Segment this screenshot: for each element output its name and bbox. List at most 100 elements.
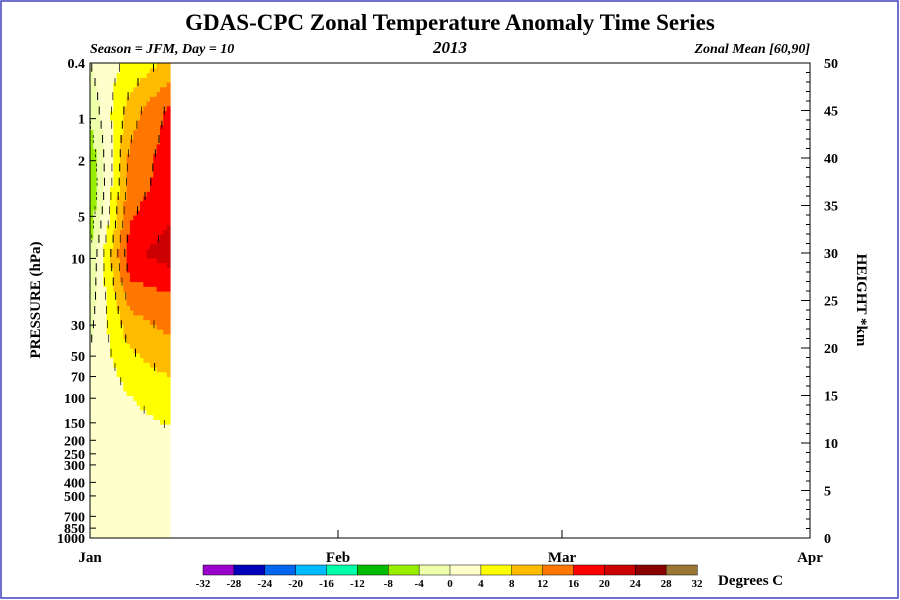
field-cell <box>143 96 148 102</box>
field-cell <box>103 101 108 107</box>
field-cell <box>116 500 121 506</box>
field-cell <box>136 153 141 159</box>
field-cell <box>96 205 101 211</box>
field-cell <box>100 528 104 534</box>
field-cell <box>160 191 164 197</box>
field-cell <box>146 243 151 249</box>
field-cell <box>163 191 168 197</box>
field-cell <box>113 495 118 501</box>
chart-title: GDAS-CPC Zonal Temperature Anomaly Time … <box>185 10 715 35</box>
field-cell <box>156 286 161 292</box>
field-cell <box>146 229 151 235</box>
field-cell <box>140 153 144 159</box>
field-cell <box>116 67 121 74</box>
field-cell <box>146 419 151 425</box>
field-cell <box>96 86 101 93</box>
field-cell <box>133 172 138 178</box>
field-cell <box>110 248 114 254</box>
field-cell <box>110 329 114 335</box>
field-cell <box>113 504 118 511</box>
field-cell <box>150 186 154 192</box>
field-cell <box>133 310 138 316</box>
field-cell <box>113 124 118 131</box>
field-cell <box>160 376 164 382</box>
field-cell <box>110 115 114 121</box>
field-cell <box>126 481 131 487</box>
field-cell <box>146 443 151 449</box>
field-cell <box>166 72 171 78</box>
field-cell <box>150 386 154 392</box>
field-cell <box>123 72 128 78</box>
field-cell <box>166 300 171 306</box>
field-cell <box>113 310 118 316</box>
field-cell <box>113 509 118 515</box>
field-cell <box>90 229 94 235</box>
field-cell <box>163 224 168 230</box>
field-cell <box>166 82 171 88</box>
field-cell <box>140 419 144 425</box>
field-cell <box>150 324 154 330</box>
field-cell <box>110 67 114 74</box>
field-cell <box>90 471 94 477</box>
field-cell <box>123 224 128 230</box>
field-cell <box>166 433 171 439</box>
field-cell <box>133 238 138 245</box>
field-cell <box>153 210 158 216</box>
field-cell <box>136 215 141 221</box>
field-cell <box>130 181 134 188</box>
field-cell <box>113 243 118 249</box>
field-cell <box>130 281 134 287</box>
field-cell <box>130 490 134 496</box>
field-cell <box>160 381 164 387</box>
field-cell <box>106 86 111 93</box>
field-cell <box>103 462 108 468</box>
field-cell <box>103 400 108 406</box>
field-cell <box>100 229 104 235</box>
field-cell <box>150 267 154 273</box>
field-cell <box>133 428 138 435</box>
field-cell <box>156 177 161 183</box>
field-cell <box>163 504 168 511</box>
field-cell <box>90 329 94 335</box>
field-cell <box>126 91 131 97</box>
field-cell <box>156 229 161 235</box>
field-cell <box>113 200 118 207</box>
field-cell <box>140 462 144 468</box>
field-cell <box>143 428 148 435</box>
field-cell <box>120 490 124 496</box>
field-cell <box>126 504 131 511</box>
field-cell <box>120 390 124 397</box>
field-cell <box>166 457 171 463</box>
field-cell <box>106 134 111 140</box>
field-cell <box>113 433 118 439</box>
field-cell <box>130 91 134 97</box>
field-cell <box>156 262 161 268</box>
field-cell <box>106 457 111 463</box>
field-cell <box>100 248 104 254</box>
field-cell <box>153 67 158 74</box>
field-cell <box>160 324 164 330</box>
field-cell <box>163 229 168 235</box>
y-left-tick-label: 150 <box>64 417 85 432</box>
field-cell <box>126 314 131 321</box>
field-cell <box>160 310 164 316</box>
field-cell <box>96 196 101 202</box>
field-cell <box>120 105 124 112</box>
field-cell <box>146 101 151 107</box>
field-cell <box>150 86 154 93</box>
field-cell <box>163 295 168 302</box>
field-cell <box>100 319 104 325</box>
field-cell <box>126 200 131 207</box>
field-cell <box>163 101 168 107</box>
field-cell <box>130 262 134 268</box>
field-cell <box>93 72 98 78</box>
field-cell <box>153 224 158 230</box>
field-cell <box>93 504 98 511</box>
field-cell <box>126 253 131 259</box>
field-cell <box>143 272 148 278</box>
field-cell <box>166 286 171 292</box>
field-cell <box>130 153 134 159</box>
field-cell <box>146 533 151 539</box>
field-cell <box>93 124 98 131</box>
field-cell <box>116 452 121 458</box>
